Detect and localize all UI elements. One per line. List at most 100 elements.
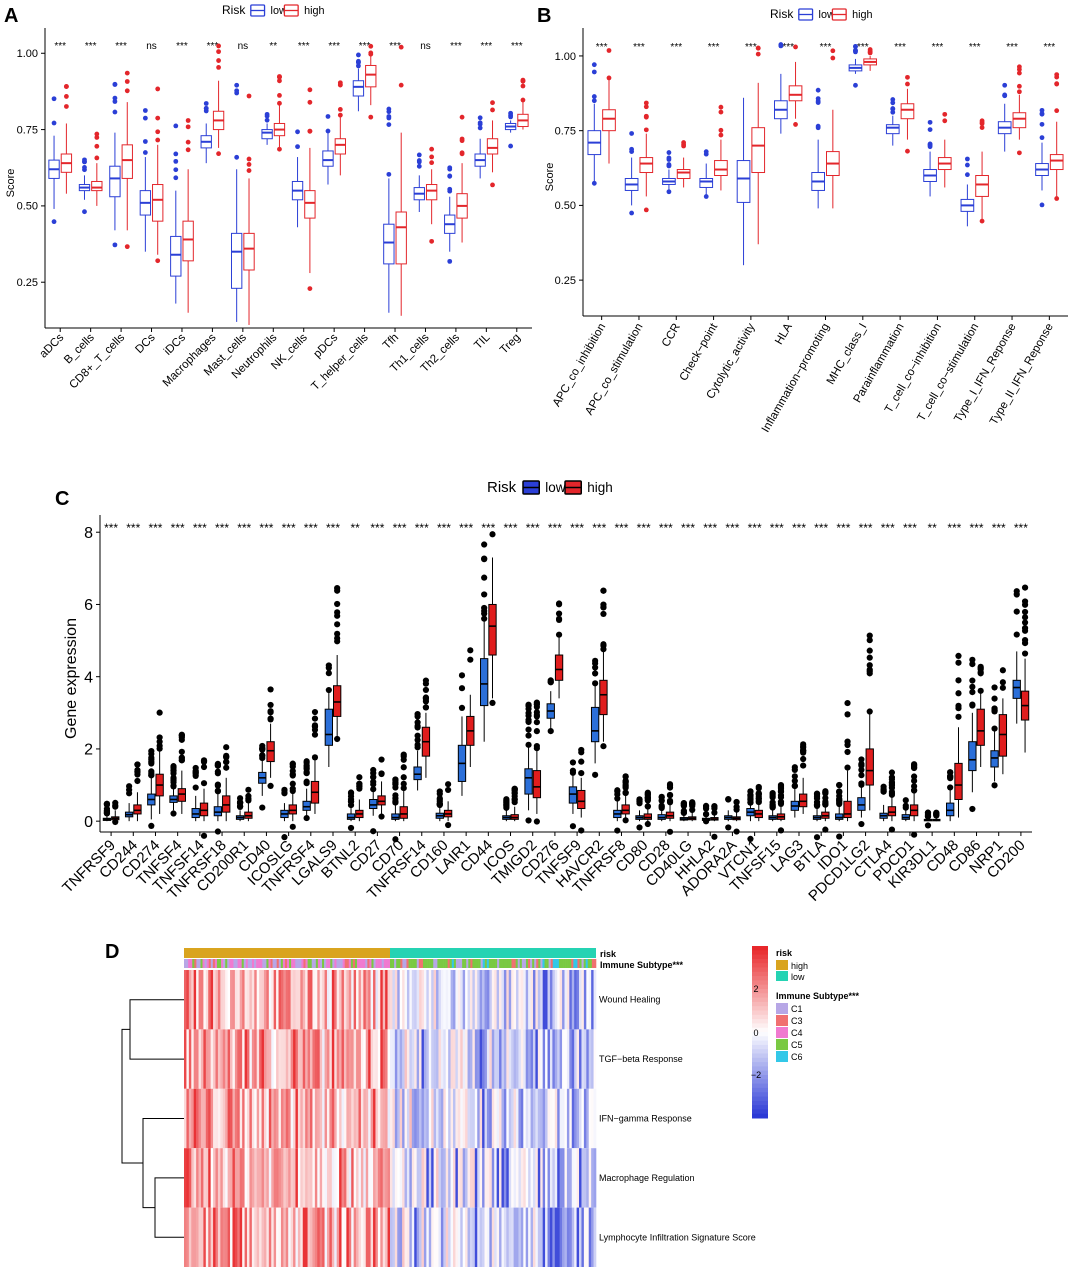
outlier-high bbox=[422, 704, 430, 711]
subtype-cell bbox=[544, 959, 547, 968]
heatmap-cell bbox=[215, 1148, 219, 1208]
heatmap-cell bbox=[535, 970, 539, 1030]
outlier-high bbox=[289, 767, 296, 775]
heatmap-cell bbox=[360, 1148, 364, 1208]
heatmap-cell bbox=[445, 1029, 449, 1089]
heatmap-cell bbox=[305, 1207, 308, 1267]
heatmap-cell bbox=[259, 970, 262, 1030]
outlier-low bbox=[386, 109, 392, 115]
significance-label: *** bbox=[415, 521, 429, 535]
box-high bbox=[133, 804, 142, 815]
outlier-high bbox=[830, 55, 836, 61]
subtype-cell bbox=[488, 959, 492, 968]
heatmap-cell bbox=[222, 1207, 226, 1267]
heatmap-cell bbox=[423, 1207, 427, 1267]
heatmap-cell bbox=[210, 1029, 214, 1089]
outlier-low bbox=[416, 158, 422, 163]
outlier-high bbox=[666, 781, 674, 788]
heatmap-cell bbox=[263, 970, 267, 1030]
heatmap-cell bbox=[297, 1148, 301, 1208]
heatmap-cell bbox=[421, 1029, 425, 1089]
outlier-low bbox=[1002, 82, 1008, 88]
outlier-low bbox=[853, 44, 858, 49]
outlier-high bbox=[1016, 150, 1022, 156]
outlier-high bbox=[223, 754, 230, 761]
outlier-high bbox=[643, 114, 649, 119]
heatmap-cell bbox=[453, 1148, 456, 1208]
heatmap-cell bbox=[387, 1088, 391, 1149]
outlier-low bbox=[666, 150, 672, 155]
heatmap-cell bbox=[484, 1207, 488, 1267]
heatmap-cell bbox=[351, 1148, 354, 1208]
heatmap-cell bbox=[520, 1207, 524, 1267]
heatmap-cell bbox=[552, 970, 556, 1030]
heatmap-cell bbox=[222, 1029, 226, 1089]
subtype-cell bbox=[396, 959, 399, 968]
subtype-cell bbox=[540, 959, 543, 968]
colorbar-cell bbox=[752, 976, 768, 981]
significance-label: *** bbox=[792, 521, 806, 535]
heatmap-cell bbox=[375, 970, 379, 1030]
heatmap-cell bbox=[433, 1088, 437, 1149]
significance-label: *** bbox=[504, 521, 518, 535]
heatmap-cell bbox=[377, 1207, 381, 1267]
outlier-high bbox=[459, 138, 465, 144]
outlier-low bbox=[592, 660, 599, 667]
subtype-cell bbox=[322, 959, 325, 968]
significance-label: *** bbox=[894, 42, 906, 53]
subtype-cell bbox=[346, 959, 350, 968]
heatmap-cell bbox=[537, 1207, 541, 1267]
heatmap-cell bbox=[525, 1029, 529, 1089]
heatmap-cell bbox=[205, 1148, 209, 1208]
colorbar-cell bbox=[752, 1062, 768, 1067]
heatmap-cell bbox=[569, 970, 573, 1030]
significance-label: *** bbox=[171, 521, 185, 535]
outlier-low bbox=[82, 159, 87, 165]
heatmap-cell bbox=[373, 1029, 376, 1089]
heatmap-cell bbox=[254, 1148, 258, 1208]
heatmap-cell bbox=[431, 1088, 434, 1149]
subtype-cell bbox=[457, 959, 461, 968]
outlier-high bbox=[277, 146, 282, 152]
subtype-cell bbox=[534, 959, 537, 968]
heatmap-cell bbox=[574, 1088, 577, 1149]
outlier-low bbox=[112, 242, 118, 248]
box-low bbox=[590, 706, 600, 743]
outlier-low bbox=[295, 129, 300, 135]
heatmap-cell bbox=[433, 1029, 437, 1089]
outlier-high bbox=[520, 83, 526, 89]
heatmap-cell bbox=[516, 1088, 519, 1149]
subtype-cell bbox=[212, 959, 216, 968]
heatmap-cell bbox=[549, 1029, 553, 1089]
heatmap-cell bbox=[343, 1029, 347, 1089]
y-tick-label: 1.00 bbox=[17, 48, 38, 60]
heatmap-cell bbox=[411, 1029, 415, 1089]
heatmap-cell bbox=[356, 1207, 359, 1267]
heatmap-cell bbox=[215, 1029, 219, 1089]
heatmap-cell bbox=[508, 1148, 512, 1208]
heatmap-cell bbox=[317, 1148, 321, 1208]
heatmap-cell bbox=[436, 1029, 439, 1089]
heatmap-cell bbox=[431, 970, 434, 1030]
heatmap-cell bbox=[227, 970, 231, 1030]
outlier-high bbox=[755, 51, 761, 57]
heatmap-cell bbox=[438, 1088, 442, 1149]
heatmap-cell bbox=[322, 1207, 325, 1267]
heatmap-cell bbox=[576, 1029, 580, 1089]
heatmap-cell bbox=[322, 1148, 325, 1208]
significance-label: *** bbox=[903, 521, 917, 535]
heatmap-cell bbox=[516, 970, 519, 1030]
heatmap-cell bbox=[440, 1148, 444, 1208]
heatmap-cell bbox=[591, 970, 594, 1030]
legend-low-label: low bbox=[545, 480, 566, 495]
heatmap-cell bbox=[358, 1029, 362, 1089]
significance-label: ** bbox=[351, 521, 361, 535]
box-low bbox=[324, 708, 334, 746]
outlier-low bbox=[569, 759, 577, 766]
outlier-low bbox=[815, 87, 821, 93]
heatmap-cell bbox=[469, 1088, 473, 1149]
heatmap-cell bbox=[496, 1148, 500, 1208]
heatmap-cell bbox=[348, 1207, 352, 1267]
subtype-cell bbox=[408, 959, 411, 968]
